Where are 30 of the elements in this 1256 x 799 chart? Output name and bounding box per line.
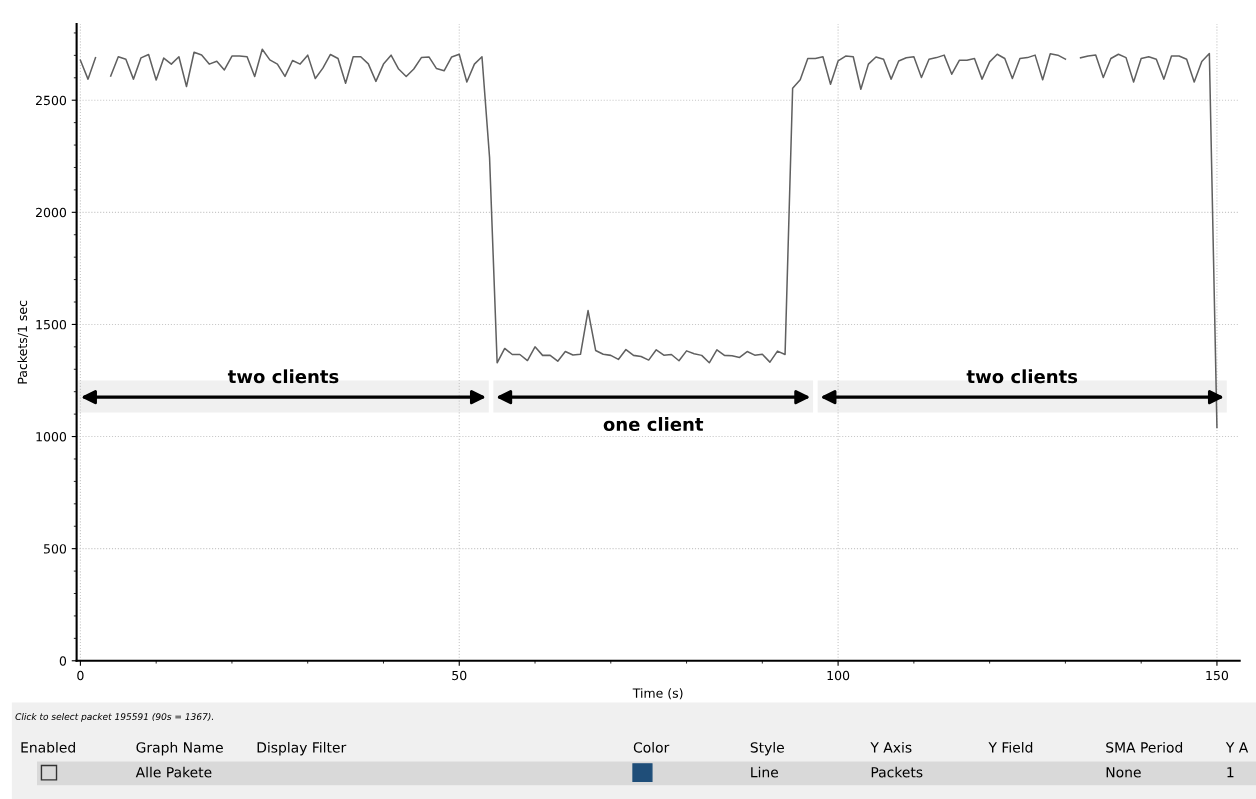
text: Y A <box>1225 742 1249 753</box>
text: Display Filter <box>257 741 347 756</box>
x-tick-label: 100 <box>827 670 850 681</box>
y-tick-label: 2000 <box>36 207 67 218</box>
text: None <box>1106 767 1141 778</box>
y-tick-label: 0 <box>59 656 67 666</box>
text: Graph Name <box>136 741 223 756</box>
y-axis-title: Packets/1 sec <box>17 300 29 384</box>
y-tick-label: 500 <box>44 544 67 554</box>
text: 1 <box>1227 767 1234 778</box>
band-label: two clients <box>966 369 1078 384</box>
text: Y Axis <box>870 741 912 753</box>
x-tick-label: 150 <box>1206 670 1229 681</box>
x-tick-label: 50 <box>452 670 467 681</box>
text: Y Field <box>988 741 1033 753</box>
text: Line <box>751 766 779 778</box>
text: Click to select packet 195591 (90s = 1367). <box>15 713 214 722</box>
text: Alle Pakete <box>135 766 212 778</box>
text: Enabled <box>21 741 75 753</box>
y-tick-label: 2500 <box>36 95 67 106</box>
x-tick-label: 0 <box>77 670 84 681</box>
text: Style <box>750 741 784 756</box>
x-axis-title: Time (s) <box>632 688 683 700</box>
text: Packets <box>871 766 923 778</box>
text: SMA Period <box>1106 741 1183 753</box>
band-label: two clients <box>227 369 339 384</box>
y-tick-label: 1500 <box>36 319 67 330</box>
band-label: one client <box>603 417 704 432</box>
y-tick-label: 1000 <box>36 432 67 442</box>
text: Color <box>633 741 670 753</box>
